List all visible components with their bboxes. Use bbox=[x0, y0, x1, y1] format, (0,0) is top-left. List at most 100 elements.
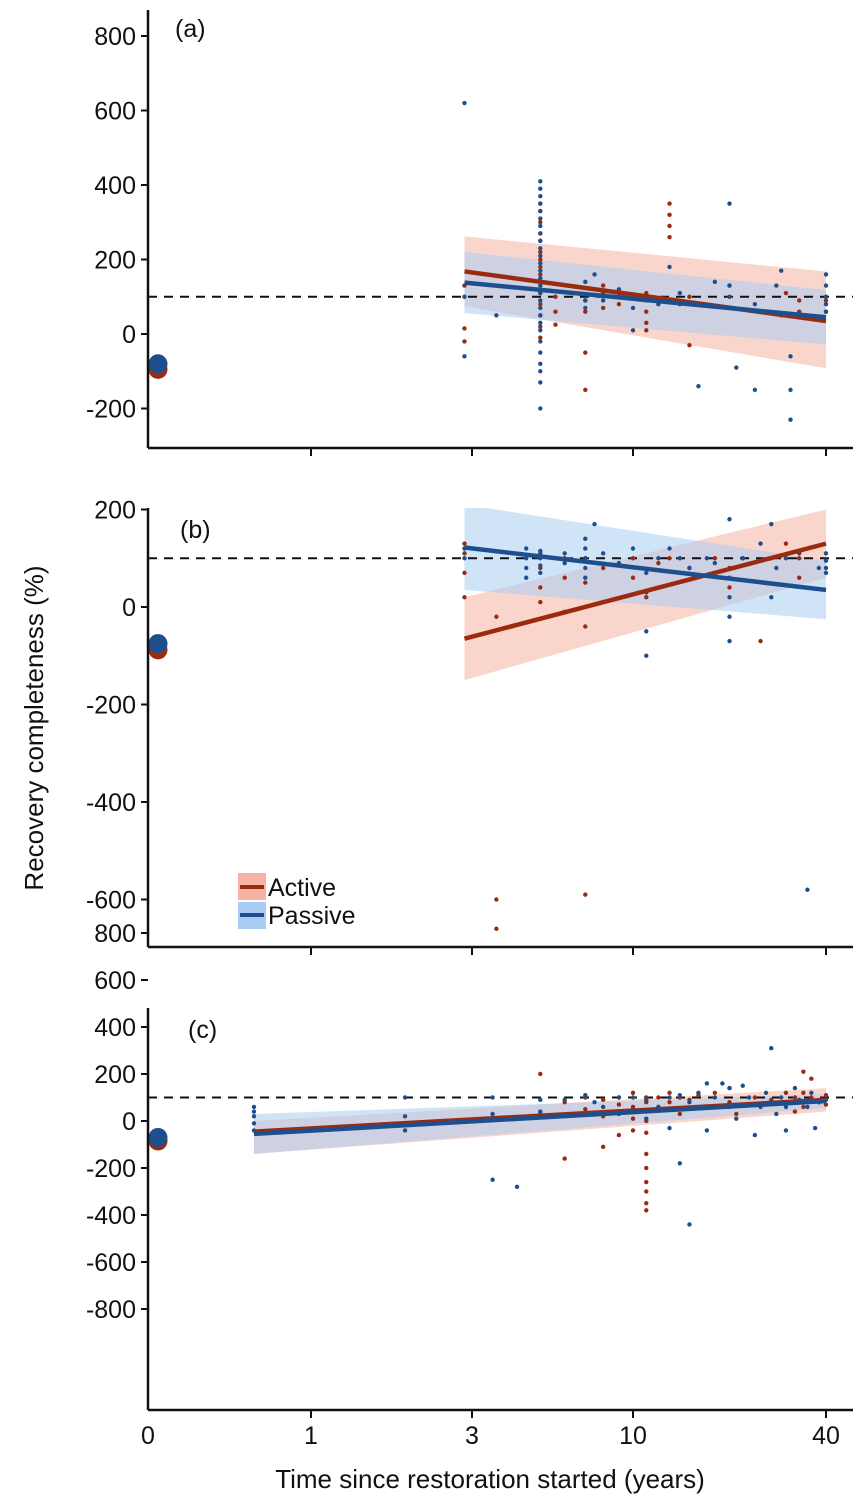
data-point-passive bbox=[805, 1104, 810, 1110]
data-point-passive bbox=[805, 887, 810, 892]
data-point-active bbox=[583, 387, 588, 393]
data-point-passive bbox=[538, 179, 543, 184]
data-point-passive bbox=[704, 1128, 710, 1133]
data-point-active bbox=[462, 541, 467, 546]
data-point-passive bbox=[677, 1092, 683, 1098]
data-point-active bbox=[801, 1090, 806, 1096]
data-point-passive bbox=[704, 556, 710, 561]
data-point-passive bbox=[251, 1109, 257, 1114]
data-point-active bbox=[538, 264, 543, 270]
panel-c: -800 -600 -400 -200 0 200 400 600 800 0 1 3 10 40 (c) bbox=[86, 920, 853, 1450]
data-point-passive bbox=[720, 1081, 725, 1086]
data-point-passive bbox=[677, 290, 683, 296]
data-point-passive bbox=[677, 1161, 683, 1166]
y-axis-title: Recovery completeness (%) bbox=[19, 565, 49, 890]
data-point-passive bbox=[592, 272, 597, 277]
data-point-passive bbox=[538, 548, 543, 554]
data-point-passive bbox=[402, 1128, 408, 1133]
data-point-active bbox=[797, 575, 802, 580]
data-point-passive bbox=[712, 279, 718, 285]
y-tick-label: -200 bbox=[86, 396, 136, 424]
data-point-active bbox=[712, 1090, 718, 1096]
data-point-active bbox=[644, 1189, 649, 1194]
data-point-active bbox=[562, 1156, 567, 1161]
data-point-passive bbox=[462, 556, 467, 561]
y-tick-label: 0 bbox=[122, 321, 136, 349]
data-point-active bbox=[783, 1090, 789, 1096]
data-point-passive bbox=[687, 1222, 692, 1227]
data-point-active bbox=[600, 1144, 606, 1150]
data-point-passive bbox=[769, 521, 774, 527]
data-point-active bbox=[538, 335, 543, 340]
data-point-passive bbox=[809, 1090, 814, 1096]
data-point-passive bbox=[823, 309, 829, 314]
data-point-passive bbox=[562, 560, 567, 566]
data-point-active bbox=[758, 638, 763, 644]
data-point-passive bbox=[727, 614, 732, 619]
data-point-passive bbox=[677, 556, 683, 561]
data-point-active bbox=[494, 897, 499, 902]
data-point-active bbox=[801, 1104, 806, 1110]
data-point-passive bbox=[667, 264, 672, 270]
data-point-active bbox=[583, 1107, 588, 1112]
data-point-passive bbox=[644, 629, 649, 634]
data-point-passive bbox=[774, 565, 779, 571]
data-point-passive bbox=[538, 283, 543, 288]
data-point-passive bbox=[583, 536, 588, 541]
data-point-passive bbox=[734, 1116, 739, 1121]
data-point-active bbox=[687, 342, 692, 348]
data-point-passive bbox=[644, 1097, 649, 1103]
data-point-passive bbox=[538, 193, 543, 199]
data-point-passive bbox=[514, 1184, 520, 1190]
data-point-active bbox=[644, 1208, 649, 1213]
data-point-passive bbox=[630, 1095, 636, 1100]
data-point-passive bbox=[538, 238, 543, 244]
data-point-active bbox=[553, 294, 558, 299]
data-point-passive bbox=[774, 283, 779, 288]
data-point-active bbox=[583, 624, 588, 629]
data-point-passive bbox=[538, 339, 543, 344]
data-point-active bbox=[583, 580, 588, 585]
data-point-passive bbox=[644, 653, 649, 658]
data-point-active bbox=[538, 599, 543, 605]
data-point-passive bbox=[538, 1097, 543, 1103]
panel-content bbox=[148, 100, 853, 422]
y-tick-label: 600 bbox=[94, 967, 136, 995]
data-point-passive bbox=[788, 387, 793, 393]
data-point-passive bbox=[734, 365, 739, 370]
y-tick-label: -600 bbox=[86, 1249, 136, 1277]
data-point-passive bbox=[630, 328, 636, 333]
data-point-passive bbox=[644, 1116, 649, 1121]
data-point-passive bbox=[462, 100, 467, 106]
y-tick-label: 400 bbox=[94, 172, 136, 200]
data-point-passive bbox=[538, 1109, 543, 1114]
data-point-active bbox=[600, 565, 606, 571]
data-point-passive bbox=[251, 1121, 257, 1126]
data-point-passive bbox=[727, 595, 732, 600]
data-point-passive bbox=[490, 1095, 495, 1100]
data-point-active bbox=[553, 322, 558, 327]
data-point-active bbox=[630, 1128, 636, 1133]
data-point-passive bbox=[538, 268, 543, 273]
data-point-passive bbox=[823, 283, 829, 288]
y-tick-label: -400 bbox=[86, 1202, 136, 1230]
data-point-passive bbox=[538, 361, 543, 366]
data-point-passive bbox=[524, 575, 529, 580]
data-point-passive bbox=[538, 369, 543, 374]
data-point-active bbox=[734, 1111, 739, 1117]
data-point-passive bbox=[779, 1095, 784, 1100]
data-point-passive bbox=[538, 320, 543, 326]
data-point-active bbox=[687, 294, 692, 299]
data-point-active bbox=[562, 575, 567, 580]
data-point-passive bbox=[687, 1100, 692, 1105]
y-tick-label: -400 bbox=[86, 789, 136, 817]
data-point-active bbox=[630, 1116, 636, 1121]
data-point-passive bbox=[740, 1083, 745, 1088]
data-point-passive bbox=[524, 546, 529, 551]
y-tick-label: 800 bbox=[94, 23, 136, 51]
data-point-passive bbox=[583, 1092, 588, 1098]
data-point-active bbox=[656, 1095, 661, 1100]
legend: Active Passive bbox=[238, 873, 356, 930]
data-point-active bbox=[462, 551, 467, 556]
data-point-passive bbox=[592, 1100, 597, 1105]
